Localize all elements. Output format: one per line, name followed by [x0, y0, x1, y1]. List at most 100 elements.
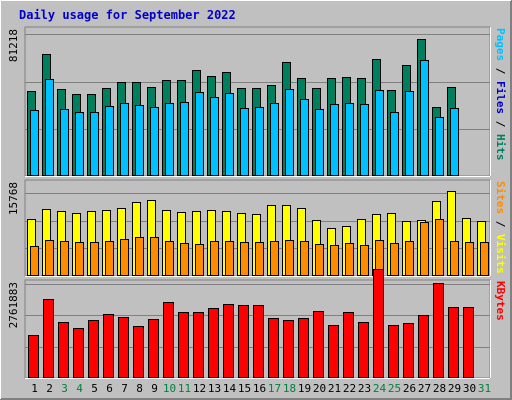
bar-files-day-14	[225, 93, 234, 176]
bar-sites-day-14	[225, 241, 234, 276]
day-label: 2	[46, 382, 53, 395]
bar-kbytes-day-15	[238, 305, 249, 378]
day-label: 4	[76, 382, 83, 395]
bar-files-day-4	[75, 112, 84, 176]
legend-part: KBytes	[494, 281, 507, 321]
bar-files-day-25	[390, 112, 399, 176]
bar-sites-day-2	[45, 240, 54, 276]
day-label: 6	[106, 382, 113, 395]
bar-sites-day-17	[270, 241, 279, 276]
bar-kbytes-day-22	[343, 312, 354, 378]
day-label: 12	[193, 382, 206, 395]
bar-sites-day-22	[345, 243, 354, 276]
bar-sites-day-9	[150, 237, 159, 276]
day-label: 8	[136, 382, 143, 395]
day-label: 25	[388, 382, 401, 395]
day-label: 15	[238, 382, 251, 395]
day-label: 13	[208, 382, 221, 395]
bar-sites-day-28	[435, 219, 444, 276]
bar-files-day-24	[375, 90, 384, 176]
bar-kbytes-day-2	[43, 299, 54, 378]
bar-sites-day-30	[465, 242, 474, 276]
bar-sites-day-13	[210, 241, 219, 276]
bar-kbytes-day-29	[448, 307, 459, 378]
legend-part: Sites	[494, 181, 507, 214]
bar-kbytes-day-7	[118, 317, 129, 378]
bar-files-day-22	[345, 103, 354, 176]
bar-kbytes-day-25	[388, 325, 399, 378]
day-label: 9	[151, 382, 158, 395]
day-label: 31	[478, 382, 491, 395]
bar-kbytes-day-10	[163, 302, 174, 378]
bar-kbytes-day-24	[373, 269, 384, 378]
y-max-label: 81218	[7, 29, 20, 62]
bar-sites-day-20	[315, 244, 324, 276]
bar-kbytes-day-5	[88, 320, 99, 378]
bar-files-day-29	[450, 108, 459, 176]
day-label: 5	[91, 382, 98, 395]
y-max-label: 15768	[7, 182, 20, 215]
bar-sites-day-1	[30, 246, 39, 276]
bar-sites-day-29	[450, 241, 459, 276]
bar-kbytes-day-20	[313, 311, 324, 378]
bar-kbytes-day-9	[148, 319, 159, 378]
day-label: 28	[433, 382, 446, 395]
legend-part: Files	[494, 81, 507, 114]
bar-files-day-13	[210, 97, 219, 176]
series-legend-label: Pages / Files / Hits	[494, 28, 507, 161]
bar-kbytes-day-6	[103, 314, 114, 378]
bar-kbytes-day-11	[178, 312, 189, 378]
bar-sites-day-21	[330, 245, 339, 276]
day-label: 19	[298, 382, 311, 395]
legend-part: /	[494, 214, 507, 234]
day-label: 17	[268, 382, 281, 395]
legend-part: Pages	[494, 28, 507, 61]
bar-files-day-10	[165, 103, 174, 176]
bar-kbytes-day-30	[463, 307, 474, 378]
day-label: 21	[328, 382, 341, 395]
bar-kbytes-day-8	[133, 326, 144, 378]
bar-sites-day-12	[195, 244, 204, 276]
bar-kbytes-day-23	[358, 322, 369, 378]
bar-sites-day-4	[75, 242, 84, 276]
bar-files-day-8	[135, 105, 144, 176]
chart-title: Daily usage for September 2022	[19, 8, 236, 22]
bar-sites-day-11	[180, 243, 189, 276]
day-label: 26	[403, 382, 416, 395]
bar-files-day-28	[435, 117, 444, 176]
legend-part: /	[494, 114, 507, 134]
series-legend-label: Sites / Visits	[494, 181, 507, 274]
bar-files-day-17	[270, 103, 279, 176]
panel-hits-files: 81218 Pages / Files / Hits	[7, 26, 507, 177]
bar-sites-day-3	[60, 241, 69, 276]
bar-files-day-6	[105, 106, 114, 176]
day-label: 20	[313, 382, 326, 395]
bar-files-day-27	[420, 60, 429, 176]
bar-files-day-23	[360, 104, 369, 176]
day-label: 3	[61, 382, 68, 395]
series-legend-label: KBytes	[494, 281, 507, 321]
day-label: 22	[343, 382, 356, 395]
bar-files-day-15	[240, 108, 249, 176]
day-label: 11	[178, 382, 191, 395]
bar-kbytes-day-28	[433, 283, 444, 378]
bar-kbytes-day-13	[208, 308, 219, 378]
bar-sites-day-7	[120, 239, 129, 276]
bar-files-day-20	[315, 109, 324, 176]
bar-files-day-1	[30, 110, 39, 176]
day-label: 7	[121, 382, 128, 395]
bar-files-day-11	[180, 102, 189, 176]
day-label: 23	[358, 382, 371, 395]
bar-sites-day-25	[390, 243, 399, 276]
bar-files-day-12	[195, 92, 204, 176]
legend-part: /	[494, 61, 507, 81]
day-axis-labels: 1 2 3 4 5 6 7 8 9 10 11 12 13 14 15 16 17 18 19 20 21 22 23 24 2…	[31, 382, 491, 395]
bar-files-day-7	[120, 103, 129, 176]
bar-kbytes-day-12	[193, 312, 204, 378]
panels-group: 81218 Pages / Files / Hits 15768 Sites / Vi…	[7, 26, 507, 379]
bar-sites-day-5	[90, 242, 99, 276]
bar-kbytes-day-1	[28, 335, 39, 378]
bar-kbytes-day-27	[418, 315, 429, 378]
bar-sites-day-26	[405, 241, 414, 276]
bar-sites-day-10	[165, 241, 174, 276]
